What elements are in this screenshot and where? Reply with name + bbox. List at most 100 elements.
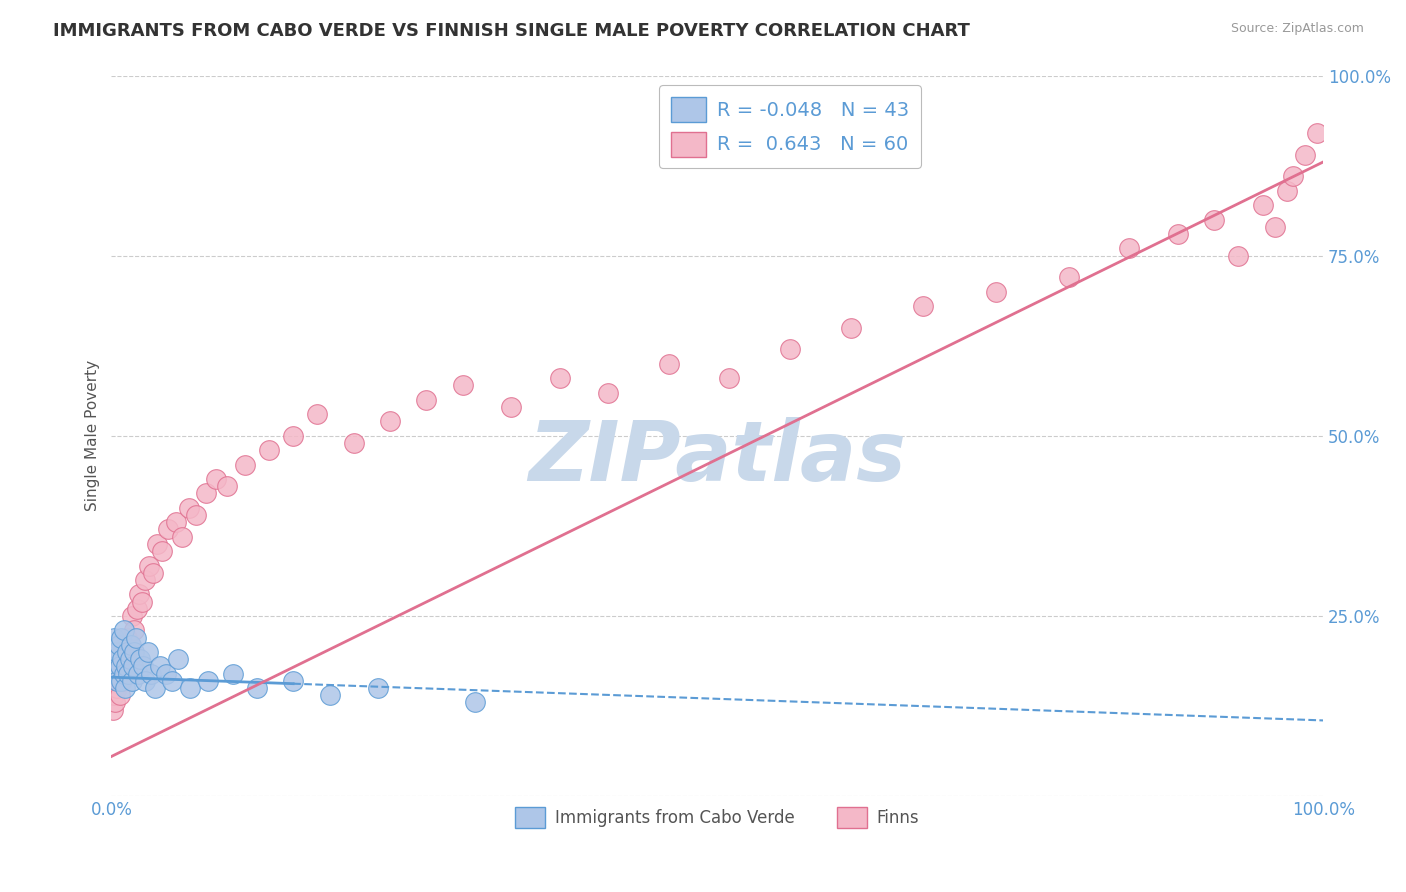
Point [233, 458, 256, 472]
Text: IMMIGRANTS FROM CABO VERDE VS FINNISH SINGLE MALE POVERTY CORRELATION CHART: IMMIGRANTS FROM CABO VERDE VS FINNISH SI… [53, 22, 970, 40]
Point [283, 429, 305, 443]
Point [104, 666, 127, 681]
Point [501, 400, 523, 414]
Point [110, 631, 132, 645]
Point [107, 666, 129, 681]
Point [367, 681, 389, 695]
Point [122, 659, 145, 673]
Point [1306, 126, 1329, 140]
Point [104, 645, 127, 659]
Point [1167, 227, 1189, 241]
Text: ZIPatlas: ZIPatlas [529, 417, 907, 498]
Point [204, 472, 226, 486]
Point [108, 659, 131, 673]
Point [112, 624, 135, 638]
Point [221, 666, 243, 681]
Point [120, 638, 142, 652]
Point [146, 537, 169, 551]
Point [658, 357, 681, 371]
Point [149, 659, 172, 673]
Point [115, 659, 138, 673]
Point [132, 659, 155, 673]
Point [127, 666, 149, 681]
Point [107, 673, 129, 688]
Text: Source: ZipAtlas.com: Source: ZipAtlas.com [1230, 22, 1364, 36]
Point [718, 371, 741, 385]
Point [167, 652, 190, 666]
Point [104, 695, 127, 709]
Point [246, 681, 269, 695]
Point [1057, 270, 1080, 285]
Point [112, 652, 135, 666]
Point [1294, 148, 1316, 162]
Point [101, 652, 124, 666]
Legend: Immigrants from Cabo Verde, Finns: Immigrants from Cabo Verde, Finns [509, 800, 927, 835]
Point [194, 486, 217, 500]
Point [112, 666, 135, 681]
Point [157, 523, 180, 537]
Point [257, 443, 280, 458]
Point [107, 638, 129, 652]
Point [115, 631, 138, 645]
Point [318, 688, 340, 702]
Point [108, 688, 131, 702]
Point [283, 673, 305, 688]
Point [415, 392, 437, 407]
Point [984, 285, 1007, 299]
Point [1251, 198, 1274, 212]
Point [177, 500, 200, 515]
Point [131, 594, 153, 608]
Point [197, 673, 219, 688]
Point [121, 609, 143, 624]
Point [142, 566, 165, 580]
Point [134, 573, 156, 587]
Point [115, 645, 138, 659]
Point [548, 371, 571, 385]
Point [103, 631, 125, 645]
Point [143, 681, 166, 695]
Point [105, 673, 128, 688]
Point [118, 652, 141, 666]
Point [1282, 169, 1305, 184]
Point [124, 645, 146, 659]
Point [121, 673, 143, 688]
Point [779, 343, 801, 357]
Point [170, 530, 193, 544]
Point [598, 385, 620, 400]
Point [128, 587, 150, 601]
Point [1264, 219, 1286, 234]
Point [138, 558, 160, 573]
Point [111, 673, 134, 688]
Y-axis label: Single Male Poverty: Single Male Poverty [86, 360, 100, 511]
Point [179, 681, 201, 695]
Point [839, 320, 862, 334]
Point [165, 516, 187, 530]
Point [378, 414, 401, 428]
Point [110, 659, 132, 673]
Point [110, 673, 132, 688]
Point [134, 673, 156, 688]
Point [464, 695, 486, 709]
Point [124, 631, 146, 645]
Point [1118, 242, 1140, 256]
Point [101, 703, 124, 717]
Point [136, 645, 159, 659]
Point [150, 544, 173, 558]
Point [186, 508, 208, 522]
Point [1227, 249, 1250, 263]
Point [129, 652, 152, 666]
Point [141, 666, 163, 681]
Point [1204, 212, 1226, 227]
Point [124, 624, 146, 638]
Point [103, 688, 125, 702]
Point [307, 407, 329, 421]
Point [117, 666, 139, 681]
Point [107, 681, 129, 695]
Point [111, 652, 134, 666]
Point [451, 378, 474, 392]
Point [343, 436, 366, 450]
Point [912, 299, 935, 313]
Point [107, 645, 129, 659]
Point [114, 666, 136, 681]
Point [155, 666, 177, 681]
